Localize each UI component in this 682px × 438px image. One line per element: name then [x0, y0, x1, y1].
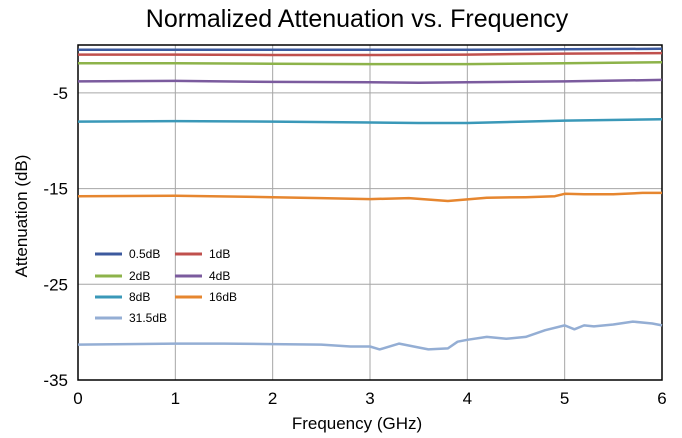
y-tick-label: -15: [43, 180, 68, 199]
series-line-4dB: [77, 78, 663, 85]
legend: 0.5dB 1dB 2dB 4dB 8dB 16dB 31.5dB: [95, 247, 237, 325]
x-tick-label: 6: [657, 389, 666, 408]
legend-label: 0.5dB: [129, 247, 160, 261]
legend-label: 16dB: [209, 290, 237, 304]
x-tick-label: 2: [268, 389, 277, 408]
series-lines: [77, 47, 663, 351]
legend-label: 4dB: [209, 269, 230, 283]
legend-label: 2dB: [129, 269, 150, 283]
series-line-0.5dB: [78, 47, 663, 52]
x-tick-label: 1: [171, 389, 180, 408]
x-axis-ticks: 0 1 2 3 4 5 6: [73, 389, 666, 408]
series-line-2dB: [78, 60, 663, 66]
y-tick-label: -35: [43, 371, 68, 390]
y-axis-ticks: -5 -15 -25 -35: [43, 84, 68, 390]
y-tick-label: -5: [53, 84, 68, 103]
y-axis-label: Attenuation (dB): [12, 155, 31, 278]
plot-frame: [77, 44, 663, 381]
legend-label: 31.5dB: [129, 311, 167, 325]
x-tick-label: 0: [73, 389, 82, 408]
x-tick-label: 5: [560, 389, 569, 408]
legend-label: 8dB: [129, 290, 150, 304]
series-line-31.5dB: [77, 320, 663, 351]
x-tick-label: 4: [463, 389, 472, 408]
series-line-8dB: [77, 117, 663, 125]
y-tick-label: -25: [43, 275, 68, 294]
x-tick-label: 3: [365, 389, 374, 408]
legend-label: 1dB: [209, 247, 230, 261]
chart-title: Normalized Attenuation vs. Frequency: [146, 5, 569, 33]
x-axis-label: Frequency (GHz): [292, 414, 422, 433]
series-line-1dB: [78, 51, 663, 57]
series-line-16dB: [77, 191, 662, 203]
